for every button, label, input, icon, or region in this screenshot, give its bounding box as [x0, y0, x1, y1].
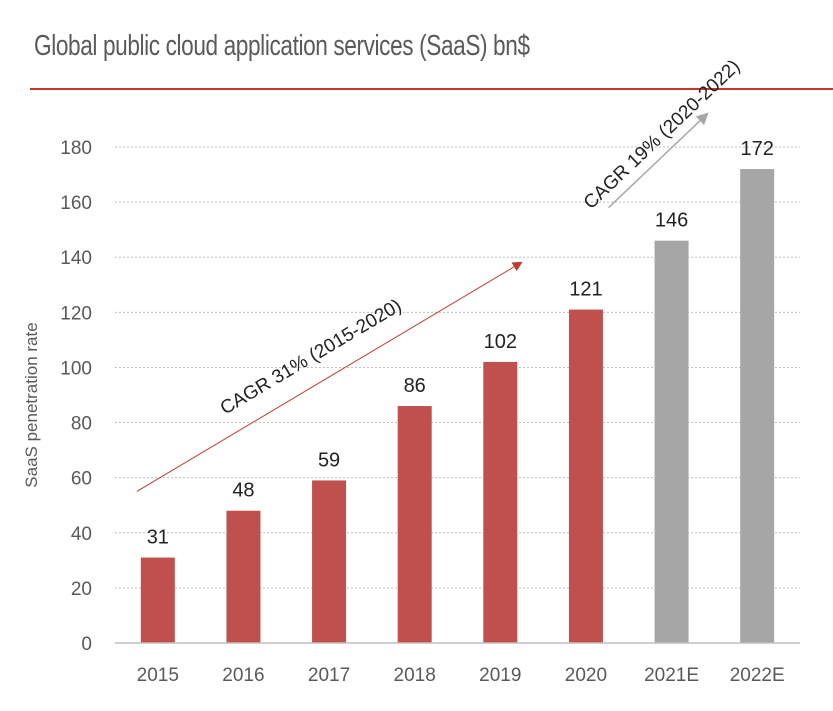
- bar-2022E: [740, 169, 775, 644]
- bar-2021E: [654, 240, 689, 643]
- cagr-arrow-2020-2022: [608, 112, 709, 209]
- data-label: 48: [232, 480, 254, 502]
- data-label: 86: [404, 375, 426, 397]
- bar-2015: [140, 557, 175, 643]
- x-tick-label: 2019: [479, 665, 521, 686]
- y-tick-label: 60: [71, 469, 92, 490]
- y-tick-label: 0: [81, 634, 92, 655]
- cagr-label-2015-2020: CAGR 31% (2015-2020): [217, 295, 406, 419]
- chart-title: Global public cloud application services…: [34, 30, 530, 62]
- y-tick-label: 160: [60, 193, 92, 214]
- x-tick-label: 2016: [222, 665, 264, 686]
- bar-2018: [397, 406, 432, 643]
- data-label: 102: [484, 331, 517, 353]
- bar-2020: [568, 309, 603, 643]
- y-tick-label: 20: [71, 579, 92, 600]
- y-tick-label: 100: [60, 358, 92, 379]
- bar-2017: [312, 480, 347, 643]
- y-tick-label: 80: [71, 414, 92, 435]
- x-tick-label: 2017: [308, 665, 350, 686]
- x-tick-label: 2020: [565, 665, 607, 686]
- cagr-label-2020-2022: CAGR 19% (2020-2022): [580, 56, 745, 214]
- data-label: 146: [655, 210, 688, 232]
- cagr-arrow-2015-2020: [136, 261, 523, 492]
- y-tick-label: 40: [71, 524, 92, 545]
- y-tick-label: 140: [60, 248, 92, 269]
- y-tick-label: 180: [60, 138, 92, 159]
- x-tick-label: 2015: [137, 665, 179, 686]
- data-label: 172: [741, 138, 774, 160]
- x-tick-label: 2021E: [644, 665, 699, 686]
- data-label: 59: [318, 449, 340, 471]
- data-label: 121: [569, 279, 602, 301]
- y-tick-label: 120: [60, 303, 92, 324]
- bar-2019: [483, 361, 518, 643]
- x-tick-label: 2022E: [730, 665, 785, 686]
- title-divider: [30, 88, 833, 90]
- data-label: 31: [147, 527, 169, 549]
- bar-2016: [226, 510, 261, 643]
- x-tick-label: 2018: [394, 665, 436, 686]
- y-axis-title: SaaS penetration rate: [22, 322, 41, 487]
